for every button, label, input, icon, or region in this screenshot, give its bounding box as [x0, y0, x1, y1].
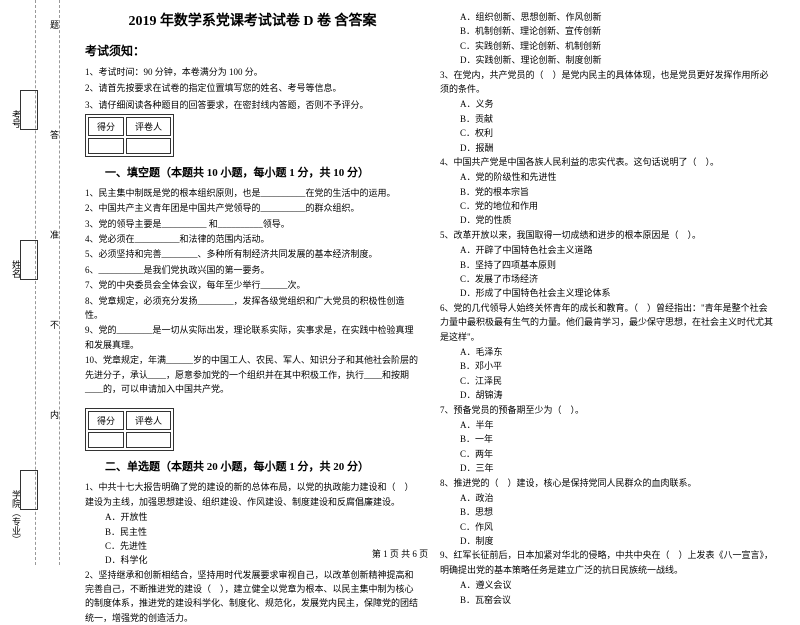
score-cell: 得分	[88, 411, 124, 430]
opt: B．邓小平	[440, 359, 775, 373]
left-column: 2019 年数学系党课考试试卷 D 卷 含答案 考试须知： 1、考试时间：90 …	[75, 10, 430, 560]
opt: A．开辟了中国特色社会主义道路	[440, 243, 775, 257]
fill-q: 9、党的________是一切从实际出发，理论联系实际，实事求是，在实践中检验真…	[85, 323, 420, 352]
fill-q: 7、党的中央委员会全体会议，每年至少举行______次。	[85, 278, 420, 292]
score-empty	[126, 432, 171, 448]
score-empty	[88, 138, 124, 154]
opt: C．实践创新、理论创新、机制创新	[440, 39, 775, 53]
opt: B．思想	[440, 505, 775, 519]
choice-q: 2、坚持继承和创新相结合，坚持用时代发展要求审视自己，以改革创新精神提高和完善自…	[85, 568, 420, 625]
fill-q: 1、民主集中制既是党的根本组织原则，也是__________在党的生活中的运用。	[85, 186, 420, 200]
choice-q: 5、改革开放以来，我国取得一切成绩和进步的根本原因是（ ）。	[440, 228, 775, 242]
bind-box	[20, 470, 38, 510]
opt: D．胡锦涛	[440, 388, 775, 402]
opt: A．毛泽东	[440, 345, 775, 359]
score-cell: 得分	[88, 117, 124, 136]
exam-title: 2019 年数学系党课考试试卷 D 卷 含答案	[85, 10, 420, 30]
opt: C．作风	[440, 520, 775, 534]
opt: A．开放性	[85, 510, 420, 524]
notice-heading: 考试须知：	[85, 42, 420, 59]
content-area: 2019 年数学系党课考试试卷 D 卷 含答案 考试须知： 1、考试时间：90 …	[60, 0, 800, 565]
score-empty	[126, 138, 171, 154]
fill-q: 4、党必须在__________和法律的范围内活动。	[85, 232, 420, 246]
section1-title: 一、填空题（本题共 10 小题，每小题 1 分，共 10 分）	[105, 164, 420, 180]
opt: A．义务	[440, 97, 775, 111]
opt: B．一年	[440, 432, 775, 446]
opt: D．报酬	[440, 141, 775, 155]
bind-mark: 答	[48, 130, 61, 139]
opt: B．民主性	[85, 525, 420, 539]
bind-box	[20, 240, 38, 280]
choice-q: 3、在党内，共产党员的（ ）是党内民主的具体体现，也是党员更好发挥作用所必须的条…	[440, 68, 775, 97]
right-column: A．组织创新、思想创新、作风创新 B．机制创新、理论创新、宣传创新 C．实践创新…	[430, 10, 785, 560]
opt: B．瓦窑会议	[440, 593, 775, 607]
score-table: 得分评卷人	[85, 408, 174, 451]
notice-line: 2、请首先按要求在试卷的指定位置填写您的姓名、考号等信息。	[85, 81, 420, 96]
score-table: 得分评卷人	[85, 114, 174, 157]
binding-margin: 题 答 准 不 内 考号 姓名 学院（专业）	[0, 0, 60, 565]
choice-q: 7、预备党员的预备期至少为（ ）。	[440, 403, 775, 417]
section2-title: 二、单选题（本题共 20 小题，每小题 1 分，共 20 分）	[105, 458, 420, 474]
bind-box	[20, 90, 38, 130]
notice-line: 1、考试时间：90 分钟，本卷满分为 100 分。	[85, 65, 420, 80]
opt: C．权利	[440, 126, 775, 140]
fill-q: 5、必须坚持和完善________、多种所有制经济共同发展的基本经济制度。	[85, 247, 420, 261]
opt: C．党的地位和作用	[440, 199, 775, 213]
opt: D．形成了中国特色社会主义理论体系	[440, 286, 775, 300]
bind-mark: 不	[48, 320, 61, 329]
opt: A．半年	[440, 418, 775, 432]
opt: A．组织创新、思想创新、作风创新	[440, 10, 775, 24]
score-empty	[88, 432, 124, 448]
notice-line: 3、请仔细阅读各种题目的回答要求，在密封线内答题，否则不予评分。	[85, 98, 420, 113]
choice-q: 6、党的几代领导人始终关怀青年的成长和教育。（ ）曾经指出："青年是整个社会力量…	[440, 301, 775, 344]
opt: B．贡献	[440, 112, 775, 126]
opt: D．三年	[440, 461, 775, 475]
bind-mark: 内	[48, 410, 61, 419]
opt: B．机制创新、理论创新、宣传创新	[440, 24, 775, 38]
opt: A．政治	[440, 491, 775, 505]
opt: B．党的根本宗旨	[440, 185, 775, 199]
page-footer: 第 1 页 共 6 页	[0, 547, 800, 560]
score-cell: 评卷人	[126, 117, 171, 136]
opt: D．党的性质	[440, 213, 775, 227]
fill-q: 3、党的领导主要是__________ 和__________领导。	[85, 217, 420, 231]
fill-q: 2、中国共产主义青年团是中国共产党领导的__________的群众组织。	[85, 201, 420, 215]
fill-q: 10、党章规定，年满______岁的中国工人、农民、军人、知识分子和其他社会阶层…	[85, 353, 420, 396]
opt: A．党的阶级性和先进性	[440, 170, 775, 184]
choice-q: 1、中共十七大报告明确了党的建设的新的总体布局，以党的执政能力建设和（ ）建设为…	[85, 480, 420, 509]
fill-q: 6、__________是我们党执政兴国的第一要务。	[85, 263, 420, 277]
opt: C．两年	[440, 447, 775, 461]
score-cell: 评卷人	[126, 411, 171, 430]
bind-mark: 准	[48, 230, 61, 239]
opt: C．江泽民	[440, 374, 775, 388]
opt: B．坚持了四项基本原则	[440, 258, 775, 272]
fill-q: 8、党章规定，必须充分发扬________，发挥各级党组织和广大党员的积极性创造…	[85, 294, 420, 323]
choice-q: 8、推进党的（ ）建设，核心是保持党同人民群众的血肉联系。	[440, 476, 775, 490]
choice-q: 4、中国共产党是中国各族人民利益的忠实代表。这句话说明了（ ）。	[440, 155, 775, 169]
exam-page: 题 答 准 不 内 考号 姓名 学院（专业） 2019 年数学系党课考试试卷 D…	[0, 0, 800, 565]
opt: D．实践创新、理论创新、制度创新	[440, 53, 775, 67]
bind-mark: 题	[48, 20, 61, 29]
opt: A．遵义会议	[440, 578, 775, 592]
opt: C．发展了市场经济	[440, 272, 775, 286]
